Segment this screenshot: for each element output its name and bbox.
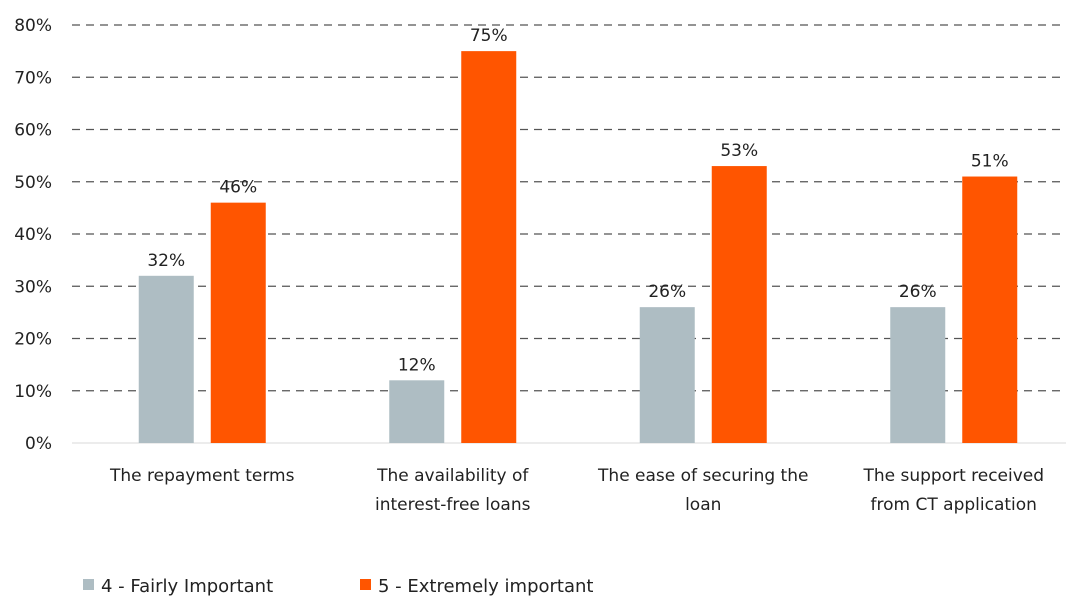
legend-label: 5 - Extremely important [378, 576, 593, 597]
x-tick-label: The ease of securing the [597, 466, 808, 486]
data-label: 51% [971, 152, 1009, 172]
x-axis: The repayment terms The availability of in… [109, 466, 1044, 515]
x-tick-label: loan [685, 495, 721, 515]
bar [138, 275, 194, 443]
x-tick-label: The availability of [376, 466, 529, 486]
bar [389, 380, 445, 443]
y-tick-label: 10% [14, 382, 52, 402]
x-tick-label: The repayment terms [109, 466, 295, 486]
bars [138, 51, 1018, 443]
y-tick-label: 60% [14, 121, 52, 141]
y-tick-label: 80% [14, 16, 52, 36]
data-labels: 32% 46% 12% 75% 26% 53% 26% 51% [147, 26, 1008, 375]
x-tick-label: from CT application [871, 495, 1037, 515]
y-tick-label: 40% [14, 225, 52, 245]
bar [890, 307, 946, 443]
legend-label: 4 - Fairly Important [101, 576, 273, 597]
legend-swatch [83, 579, 94, 590]
x-tick-label: The support received [862, 466, 1044, 486]
data-label: 12% [398, 355, 436, 375]
y-tick-label: 30% [14, 277, 52, 297]
data-label: 26% [899, 282, 937, 302]
data-label: 75% [470, 26, 508, 46]
data-label: 46% [219, 178, 257, 198]
data-label: 32% [147, 251, 185, 271]
bar [962, 176, 1018, 443]
legend-swatch [360, 579, 371, 590]
bar [639, 307, 695, 443]
data-label: 26% [648, 282, 686, 302]
y-tick-label: 50% [14, 173, 52, 193]
bar [461, 51, 517, 443]
bar [210, 202, 266, 443]
data-label: 53% [720, 141, 758, 161]
bar [711, 166, 767, 443]
x-tick-label: interest-free loans [375, 495, 531, 515]
legend: 4 - Fairly Important 5 - Extremely import… [83, 576, 593, 597]
y-tick-label: 20% [14, 330, 52, 350]
y-axis: 0% 10% 20% 30% 40% 50% 60% 70% 80% [14, 16, 52, 454]
y-tick-label: 70% [14, 68, 52, 88]
y-tick-label: 0% [25, 434, 52, 454]
